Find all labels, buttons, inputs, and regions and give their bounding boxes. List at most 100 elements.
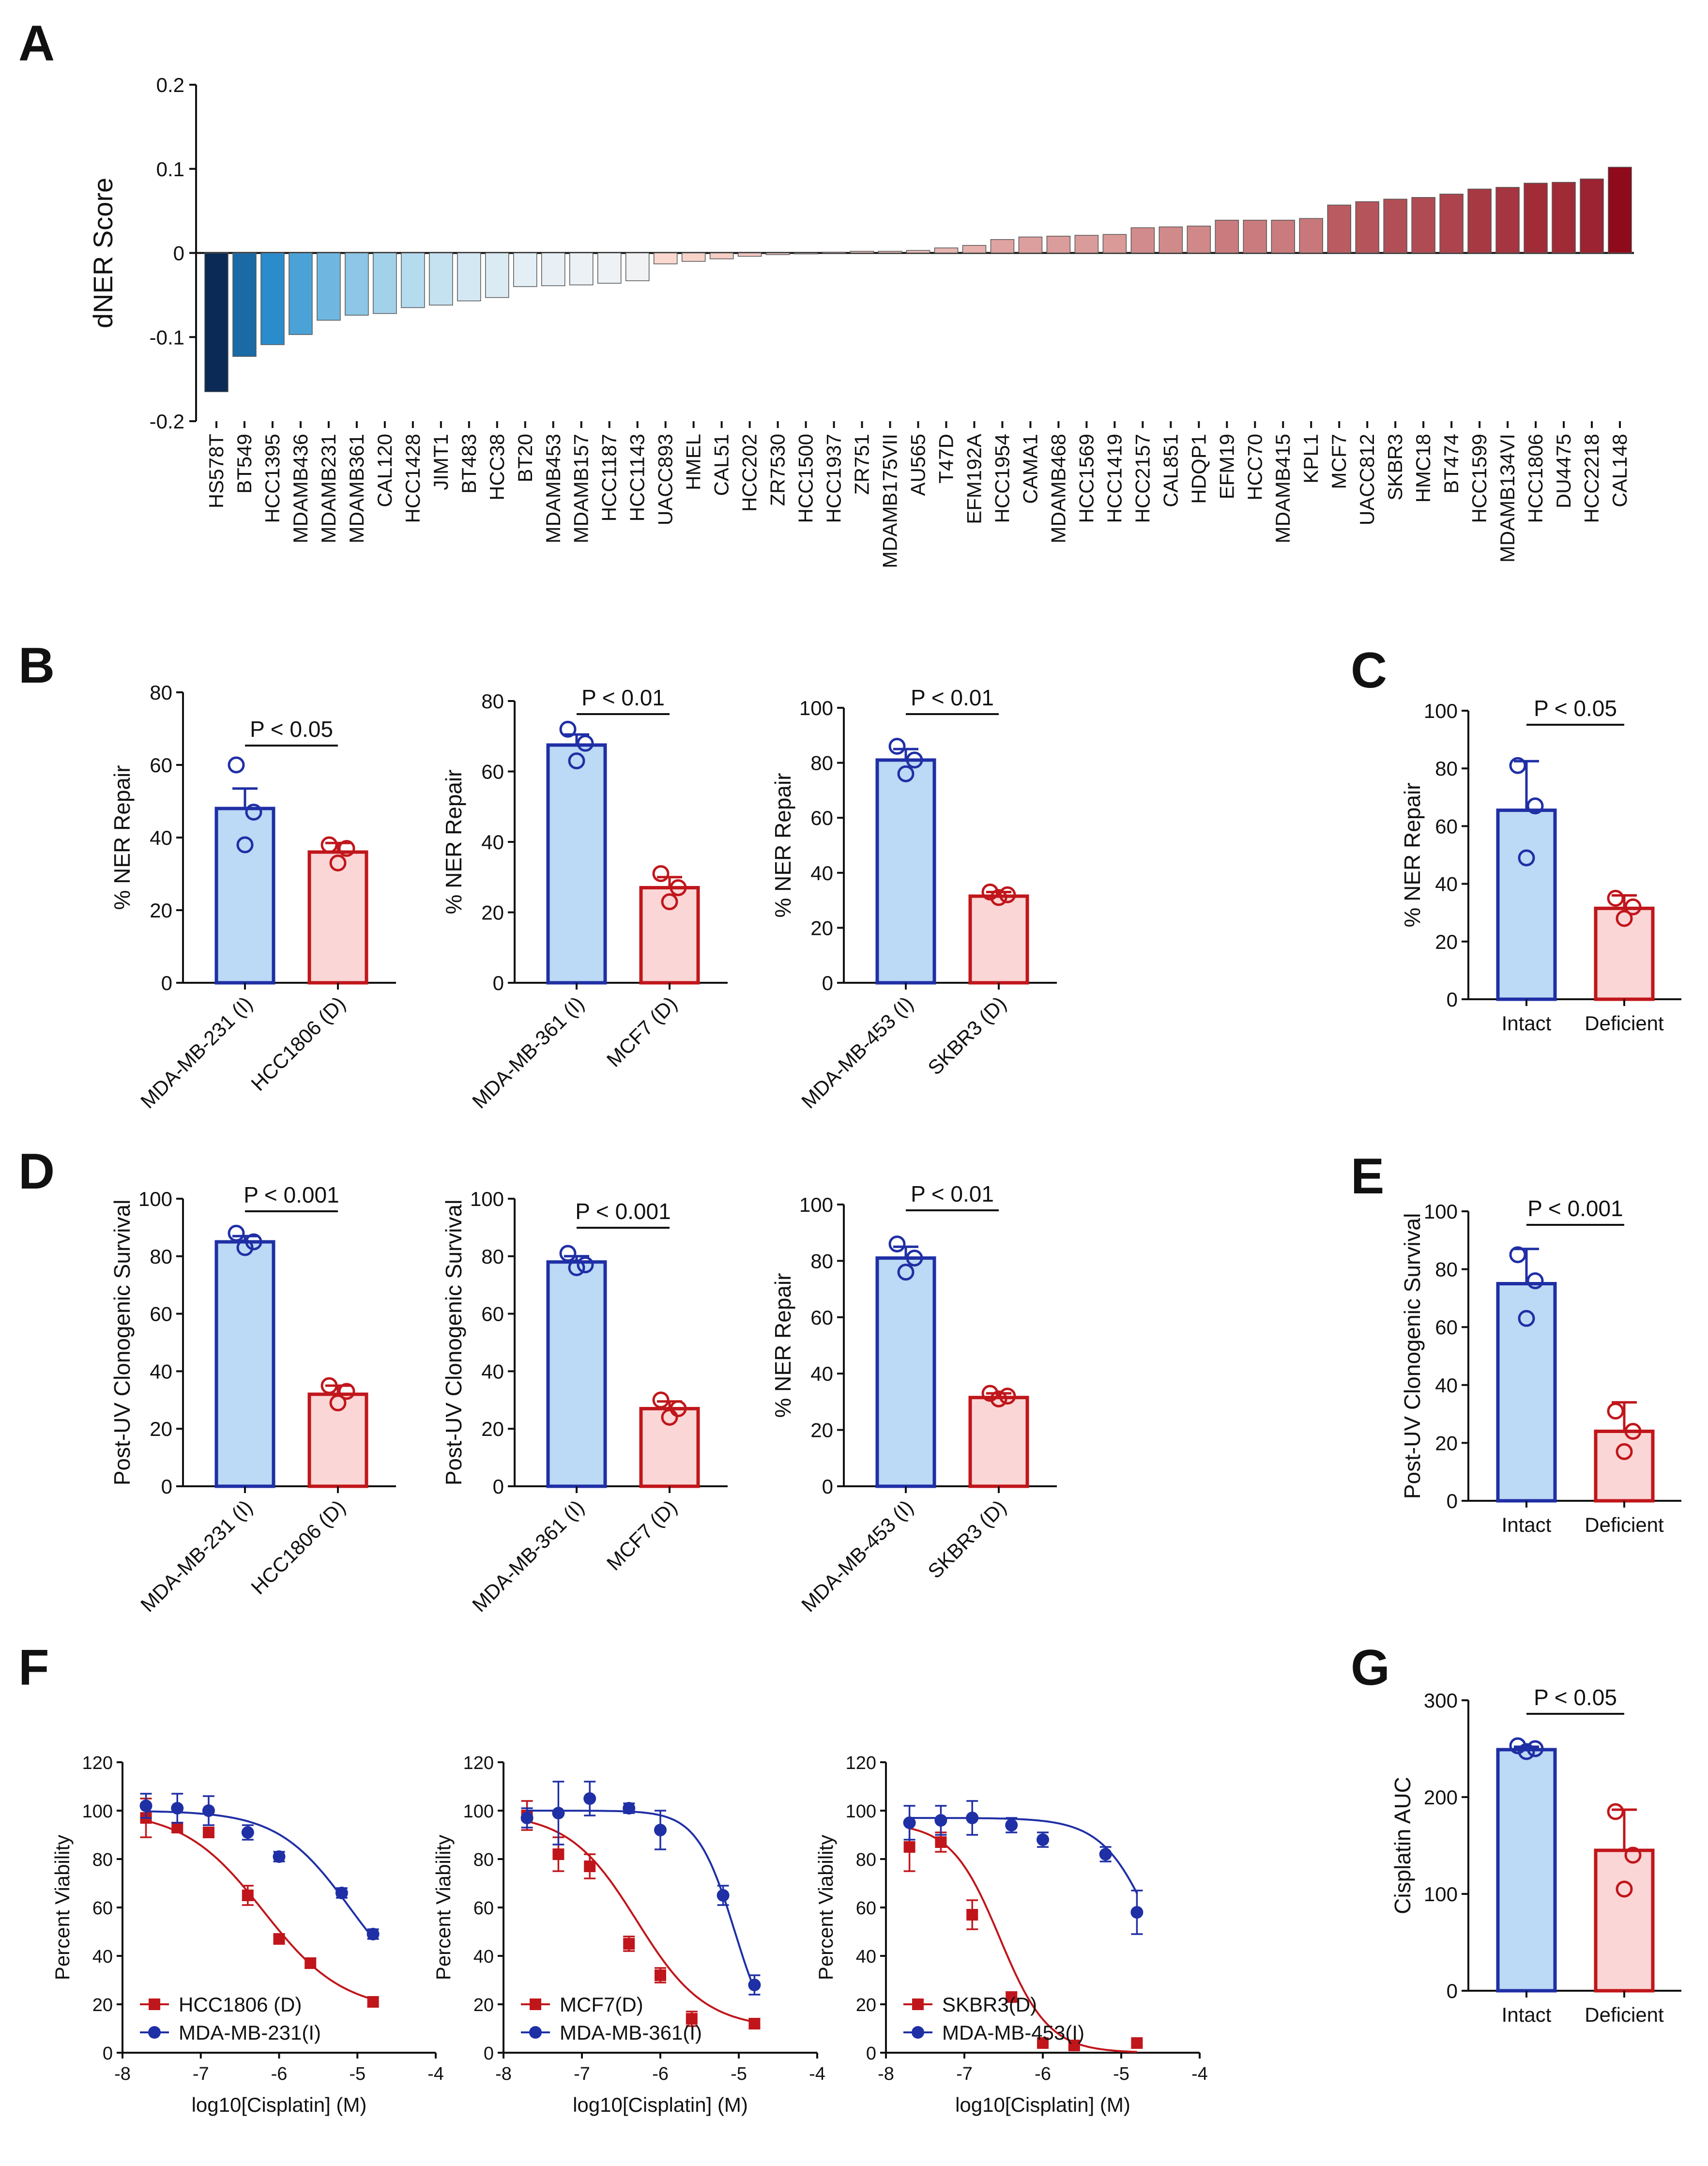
- y-tick-label: 60: [1435, 1316, 1458, 1339]
- bar-mdamb175vii: [878, 251, 902, 254]
- bar-hcc2218: [1580, 178, 1604, 254]
- bar-hcc70: [1243, 219, 1267, 254]
- x-tick-label: MDAMB231: [317, 434, 340, 543]
- data-point-circle: [273, 1850, 286, 1863]
- y-axis-title: Percent Viability: [51, 1835, 74, 1980]
- y-tick-label: 80: [1435, 1258, 1458, 1281]
- x-tick-label: DU4475: [1552, 434, 1575, 508]
- legend-marker-square: [149, 1998, 160, 2010]
- legend-label: MDA-MB-361(I): [560, 2021, 702, 2044]
- data-point-square: [242, 1890, 254, 1901]
- data-point: [981, 1385, 999, 1402]
- data-point: [228, 1224, 245, 1242]
- x-tick-label: HCC1937: [823, 434, 845, 523]
- x-tick-label: HCC1500: [794, 434, 817, 523]
- x-tick-label: HCC2157: [1131, 434, 1154, 523]
- x-axis-title: log10[Cisplatin] (M): [955, 2093, 1130, 2116]
- x-tick-label: HCC38: [486, 434, 508, 501]
- data-point: [661, 1408, 678, 1426]
- fit-curve-i: [909, 1817, 1138, 1894]
- y-tick-label: 60: [481, 761, 504, 783]
- y-tick-label: 60: [473, 1898, 494, 1919]
- x-tick-label: ZR7530: [766, 434, 789, 506]
- data-point-square: [367, 1996, 379, 2008]
- x-tick-label: Intact: [1502, 1513, 1552, 1536]
- bar-hcc2157: [1130, 227, 1155, 254]
- data-point-square: [1068, 2040, 1080, 2051]
- y-tick-label: 100: [463, 1801, 494, 1822]
- x-tick-label: HCC1806: [1524, 434, 1547, 523]
- bar-du4475: [1552, 182, 1576, 254]
- legend-label: HCC1806 (D): [179, 1993, 302, 2016]
- x-tick-label: -4: [809, 2064, 825, 2084]
- y-tick-label: 60: [150, 754, 172, 777]
- y-tick-label: 60: [92, 1898, 113, 1919]
- y-tick-label: 60: [856, 1898, 876, 1919]
- y-tick-label: 0.2: [156, 74, 184, 96]
- y-axis-title: % NER Repair: [1400, 782, 1425, 927]
- data-point: [1518, 1743, 1535, 1760]
- x-tick-label: MCF7: [1327, 434, 1350, 489]
- fit-curve-d: [146, 1819, 374, 2000]
- x-tick-label: SKBR3: [1384, 434, 1406, 501]
- x-tick-label: HCC1143: [626, 434, 649, 521]
- data-point-circle: [1037, 1833, 1049, 1846]
- y-tick-label: 80: [810, 752, 833, 775]
- fit-curve-d: [527, 1820, 755, 2023]
- chart-c-intact-vs-deficient: 0 20 40 60 80 100 % NER Repair Intact Deficient P…: [1400, 696, 1681, 1035]
- y-tick-label: 80: [810, 1250, 833, 1272]
- bar-deficient: [639, 886, 700, 985]
- x-tick-label: -8: [878, 2064, 894, 2084]
- bar-zr7530: [765, 252, 790, 255]
- bar-cama1: [1018, 236, 1043, 254]
- p-value-label: P < 0.001: [1527, 1196, 1623, 1221]
- bar-mdamb134vi: [1495, 187, 1520, 254]
- bar-intact: [546, 1260, 607, 1488]
- y-tick-label: 100: [1424, 1883, 1458, 1906]
- x-tick-label: -8: [495, 2064, 512, 2084]
- x-tick-label: CAL51: [710, 434, 733, 496]
- legend-marker-circle: [912, 2026, 924, 2039]
- bar-bt474: [1439, 194, 1464, 254]
- data-point: [897, 1264, 915, 1281]
- data-point: [888, 1235, 906, 1252]
- data-point-circle: [903, 1816, 916, 1829]
- data-point: [577, 734, 594, 752]
- y-tick-label: 60: [150, 1303, 172, 1326]
- y-tick-label: 20: [810, 1419, 833, 1442]
- data-point: [990, 1390, 1007, 1408]
- bar-cal51: [709, 252, 734, 259]
- y-tick-label: 80: [856, 1850, 876, 1870]
- x-tick-label: ZR751: [851, 434, 873, 495]
- x-tick-label: T47D: [934, 434, 957, 484]
- y-tick-label: -0.2: [150, 410, 184, 433]
- y-axis-title: dNER Score: [88, 178, 118, 328]
- y-tick-label: 100: [82, 1801, 113, 1822]
- bar-hcc1395: [260, 252, 285, 345]
- y-axis-title: % NER Repair: [109, 765, 135, 910]
- x-tick-label: HCC1599: [1468, 434, 1491, 523]
- bar-mdamb231: [317, 252, 341, 321]
- data-point: [1526, 797, 1544, 815]
- y-tick-label: 0: [173, 242, 184, 265]
- data-point-circle: [623, 1802, 636, 1815]
- bar-hcc1500: [793, 252, 818, 255]
- data-point: [245, 1233, 262, 1251]
- y-tick-label: 80: [473, 1850, 494, 1870]
- y-tick-label: 80: [481, 690, 504, 713]
- x-tick-label: HS578T: [205, 434, 228, 508]
- y-tick-label: 40: [150, 1360, 172, 1383]
- bar-deficient: [1594, 1429, 1655, 1503]
- bar-deficient: [639, 1407, 700, 1488]
- y-tick-label: 80: [150, 681, 172, 704]
- y-axis-title: Cisplatin AUC: [1390, 1777, 1415, 1914]
- y-tick-label: 20: [810, 916, 833, 939]
- y-tick-label: 80: [150, 1245, 172, 1268]
- bar-hcc1187: [597, 252, 622, 284]
- bar-intact: [875, 1256, 936, 1488]
- data-point: [990, 889, 1007, 906]
- data-point-circle: [1130, 1906, 1144, 1919]
- bar-hcc38: [485, 252, 509, 298]
- y-tick-label: 40: [473, 1947, 494, 1967]
